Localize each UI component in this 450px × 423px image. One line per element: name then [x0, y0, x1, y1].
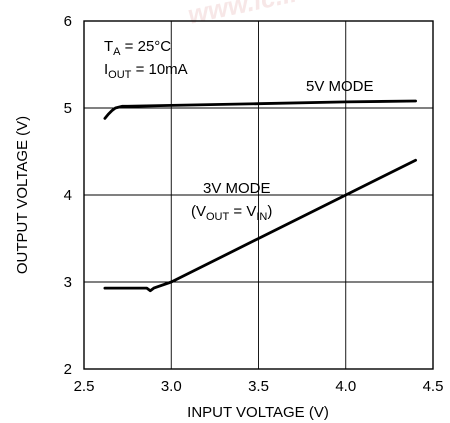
ta-symbol: T — [104, 38, 113, 55]
in-subscript: IN — [256, 211, 267, 223]
current-condition: IOUT = 10mA — [104, 61, 188, 81]
x-axis-title: INPUT VOLTAGE (V) — [187, 404, 329, 421]
series-lines — [103, 99, 418, 293]
iout-value: = 10mA — [131, 61, 187, 78]
watermark-text: www.ic... — [185, 0, 299, 30]
y-tick-labels: 2 3 4 5 6 — [64, 13, 72, 378]
series-line-5v-mode — [103, 99, 418, 120]
x-tick-label: 3.0 — [161, 378, 182, 395]
series-line-3v-mode — [103, 158, 418, 293]
paren-close: ) — [267, 203, 272, 220]
x-tick-label: 4.0 — [335, 378, 356, 395]
ta-subscript: A — [113, 46, 121, 58]
y-tick-label: 6 — [64, 13, 72, 30]
x-tick-label: 4.5 — [423, 378, 444, 395]
x-tick-label: 2.5 — [74, 378, 95, 395]
plot-frame — [83, 20, 434, 370]
out-subscript: OUT — [206, 211, 230, 223]
y-tick-label: 4 — [64, 187, 72, 204]
equals-v: = V — [229, 203, 256, 220]
series-label-5v-mode: 5V MODE — [306, 78, 374, 95]
series-label-3v-mode-condition: (VOUT = VIN) — [191, 203, 272, 223]
iout-subscript: OUT — [108, 69, 132, 81]
x-tick-label: 3.5 — [248, 378, 269, 395]
y-axis-title: OUTPUT VOLTAGE (V) — [14, 116, 31, 274]
x-tick-labels: 2.5 3.0 3.5 4.0 4.5 — [74, 378, 444, 395]
y-tick-label: 2 — [64, 361, 72, 378]
ta-value: = 25°C — [121, 38, 172, 55]
watermark: www.ic... — [185, 0, 299, 30]
paren-open-v: (V — [191, 203, 206, 220]
temperature-condition: TA = 25°C — [104, 38, 171, 58]
series-label-3v-mode: 3V MODE — [203, 180, 271, 197]
iout-symbol: I — [104, 61, 108, 78]
y-tick-label: 5 — [64, 100, 72, 117]
y-tick-label: 3 — [64, 274, 72, 291]
